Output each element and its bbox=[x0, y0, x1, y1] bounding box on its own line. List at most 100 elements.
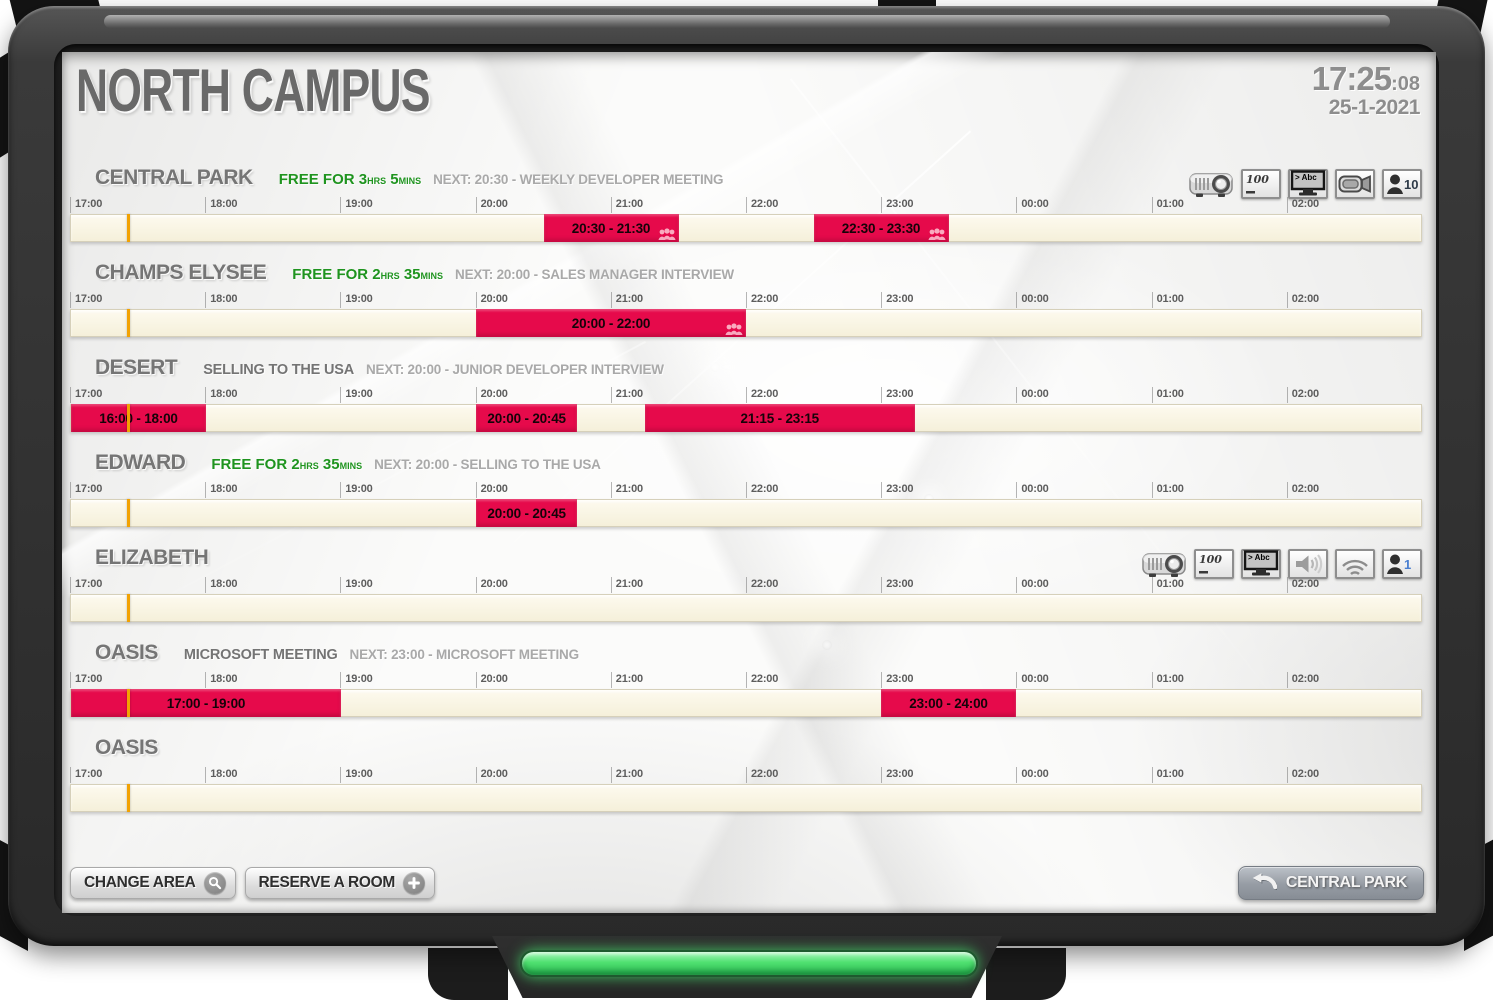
room-current-meeting: SELLING TO THE USA bbox=[203, 362, 354, 378]
svg-text:> Abc: > Abc bbox=[1295, 173, 1317, 182]
booking-block[interactable]: 20:00 - 22:00 bbox=[476, 309, 746, 337]
room-name[interactable]: CHAMPS ELYSEE bbox=[95, 261, 267, 284]
room-next-meeting: NEXT: 20:00 - SELLING TO THE USA bbox=[374, 457, 601, 472]
booking-block[interactable]: 22:30 - 23:30 bbox=[813, 214, 949, 242]
back-to-room-button[interactable]: CENTRAL PARK bbox=[1237, 866, 1424, 900]
booking-block[interactable]: 20:00 - 20:45 bbox=[476, 404, 578, 432]
room-row[interactable]: OASIS 17:00 18:00 19:00 20:00 21:00 22:00 23:00… bbox=[70, 736, 1422, 812]
timeline-hour-labels: 17:00 18:00 19:00 20:00 21:00 22:00 23:00 00:00… bbox=[70, 197, 1422, 214]
svg-text:100: 100 bbox=[1199, 553, 1222, 566]
speaker-icon bbox=[1288, 548, 1328, 579]
booking-block[interactable]: 16:00 - 18:00 bbox=[71, 404, 206, 432]
room-row[interactable]: CHAMPS ELYSEE FREE FOR 2HRS 35MINS NEXT: 2… bbox=[70, 261, 1422, 337]
projector-icon bbox=[1188, 168, 1234, 200]
hour-tick: 02:00 bbox=[1286, 577, 1319, 593]
room-timeline[interactable]: 16:00 - 18:00 20:00 - 20:45 21:15 - 23:15 bbox=[70, 404, 1422, 432]
hour-tick: 22:00 bbox=[746, 767, 778, 783]
video-camera-icon bbox=[1335, 168, 1375, 199]
timeline-hour-labels: 17:00 18:00 19:00 20:00 21:00 22:00 23:00 00:00… bbox=[70, 767, 1422, 784]
room-current-meeting: MICROSOFT MEETING bbox=[183, 647, 338, 663]
hour-tick: 23:00 bbox=[881, 577, 914, 593]
current-time-indicator bbox=[127, 594, 131, 622]
room-row[interactable]: EDWARD FREE FOR 2HRS 35MINS NEXT: 20:00 - … bbox=[70, 451, 1422, 527]
room-name[interactable]: DESERT bbox=[95, 356, 178, 379]
hour-tick: 17:00 bbox=[70, 577, 102, 593]
hour-tick: 17:00 bbox=[70, 482, 102, 498]
tv-icon: > Abc bbox=[1288, 168, 1328, 199]
hour-tick: 20:00 bbox=[475, 292, 508, 308]
booking-block[interactable]: 21:15 - 23:15 bbox=[644, 404, 915, 432]
clock-seconds: :08 bbox=[1391, 73, 1420, 95]
room-row[interactable]: CENTRAL PARK FREE FOR 3HRS 5MINS NEXT: 20:… bbox=[70, 166, 1422, 242]
timeline-hour-labels: 17:00 18:00 19:00 20:00 21:00 22:00 23:00 00:00… bbox=[70, 482, 1422, 499]
booking-block[interactable]: 20:30 - 21:30 bbox=[543, 214, 679, 242]
svg-text:> Abc: > Abc bbox=[1248, 553, 1270, 562]
room-amenities: 100 > Abc 1 bbox=[1141, 548, 1422, 580]
hour-tick: 19:00 bbox=[340, 292, 373, 308]
room-next-meeting: NEXT: 20:00 - JUNIOR DEVELOPER INTERVIEW bbox=[366, 362, 664, 377]
hour-tick: 17:00 bbox=[70, 672, 102, 688]
hour-tick: 20:00 bbox=[475, 482, 508, 498]
tv-icon: > Abc bbox=[1241, 548, 1281, 579]
room-schedule-list: CENTRAL PARK FREE FOR 3HRS 5MINS NEXT: 20:… bbox=[70, 166, 1422, 831]
booking-time-label: 20:00 - 20:45 bbox=[487, 505, 566, 521]
hour-tick: 17:00 bbox=[70, 197, 102, 213]
room-amenities: 100 > Abc 10 bbox=[1188, 168, 1422, 200]
room-timeline[interactable] bbox=[70, 594, 1422, 622]
attendees-icon bbox=[658, 228, 675, 240]
hour-tick: 22:00 bbox=[746, 577, 778, 593]
hour-tick: 01:00 bbox=[1151, 577, 1184, 593]
attendees-icon bbox=[725, 323, 743, 335]
hour-tick: 21:00 bbox=[610, 387, 643, 403]
hour-tick: 23:00 bbox=[881, 292, 914, 308]
capacity-icon: 1 bbox=[1382, 548, 1422, 579]
hour-tick: 19:00 bbox=[340, 672, 373, 688]
hour-tick: 18:00 bbox=[205, 387, 238, 403]
room-name[interactable]: CENTRAL PARK bbox=[95, 166, 253, 189]
hour-tick: 23:00 bbox=[881, 767, 914, 783]
clock-time: 17:25 bbox=[1311, 60, 1392, 97]
hour-tick: 22:00 bbox=[746, 197, 778, 213]
hour-tick: 00:00 bbox=[1016, 387, 1049, 403]
reserve-room-button[interactable]: RESERVE A ROOM bbox=[244, 867, 436, 899]
booking-time-label: 21:15 - 23:15 bbox=[740, 410, 820, 426]
hour-tick: 18:00 bbox=[205, 292, 238, 308]
hour-tick: 21:00 bbox=[610, 482, 643, 498]
booking-block[interactable]: 20:00 - 20:45 bbox=[476, 499, 578, 527]
booking-block[interactable]: 17:00 - 19:00 bbox=[71, 689, 341, 717]
hour-tick: 22:00 bbox=[746, 292, 778, 308]
hour-tick: 02:00 bbox=[1286, 387, 1319, 403]
hour-tick: 01:00 bbox=[1151, 292, 1184, 308]
room-name[interactable]: EDWARD bbox=[95, 451, 186, 474]
hour-tick: 18:00 bbox=[205, 197, 238, 213]
current-time-indicator bbox=[127, 404, 131, 432]
room-timeline[interactable]: 20:00 - 20:45 bbox=[70, 499, 1422, 527]
footer-toolbar: CHANGE AREA RESERVE A ROOM CENTRAL PARK bbox=[70, 866, 1424, 900]
booking-block[interactable]: 23:00 - 24:00 bbox=[881, 689, 1016, 717]
whiteboard-icon: 100 bbox=[1194, 548, 1234, 579]
room-timeline[interactable]: 17:00 - 19:00 23:00 - 24:00 bbox=[70, 689, 1422, 717]
change-area-button[interactable]: CHANGE AREA bbox=[70, 867, 236, 899]
booking-time-label: 23:00 - 24:00 bbox=[909, 695, 988, 711]
room-row[interactable]: ELIZABETH 100 > Abc 1 17:00 18:00 19:00 20:0… bbox=[70, 546, 1422, 622]
hour-tick: 02:00 bbox=[1286, 292, 1319, 308]
room-name[interactable]: OASIS bbox=[95, 641, 158, 664]
hour-tick: 19:00 bbox=[340, 577, 373, 593]
projector-icon bbox=[1141, 548, 1187, 580]
booking-time-label: 20:00 - 22:00 bbox=[571, 315, 651, 331]
room-timeline[interactable] bbox=[70, 784, 1422, 812]
plus-icon bbox=[403, 872, 426, 894]
svg-text:1: 1 bbox=[1404, 557, 1411, 572]
hour-tick: 23:00 bbox=[881, 672, 914, 688]
room-timeline[interactable]: 20:30 - 21:30 22:30 - 23:30 bbox=[70, 214, 1422, 242]
room-row[interactable]: OASIS MICROSOFT MEETING NEXT: 23:00 - MICR… bbox=[70, 641, 1422, 717]
room-timeline[interactable]: 20:00 - 22:00 bbox=[70, 309, 1422, 337]
hour-tick: 23:00 bbox=[881, 387, 914, 403]
hour-tick: 01:00 bbox=[1151, 767, 1184, 783]
hour-tick: 00:00 bbox=[1016, 197, 1049, 213]
page-title: NORTH CAMPUS bbox=[76, 57, 430, 124]
room-row[interactable]: DESERT SELLING TO THE USA NEXT: 20:00 - JU… bbox=[70, 356, 1422, 432]
room-name[interactable]: ELIZABETH bbox=[95, 546, 209, 569]
hour-tick: 18:00 bbox=[205, 482, 238, 498]
room-name[interactable]: OASIS bbox=[95, 736, 158, 759]
